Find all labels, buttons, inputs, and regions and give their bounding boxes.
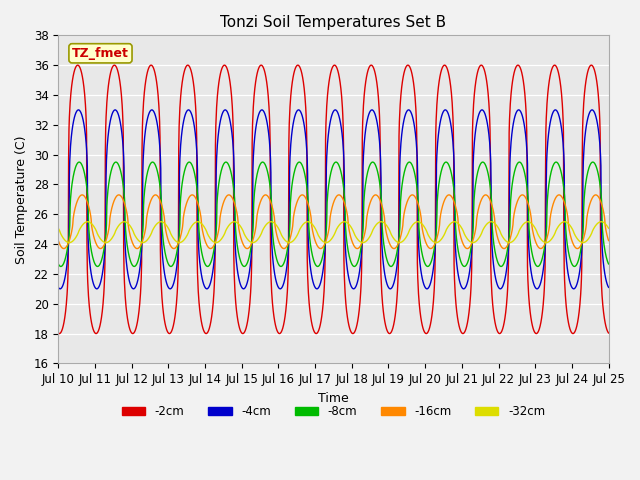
X-axis label: Time: Time (318, 392, 349, 405)
Legend: -2cm, -4cm, -8cm, -16cm, -32cm: -2cm, -4cm, -8cm, -16cm, -32cm (117, 401, 550, 423)
Text: TZ_fmet: TZ_fmet (72, 47, 129, 60)
Y-axis label: Soil Temperature (C): Soil Temperature (C) (15, 135, 28, 264)
Title: Tonzi Soil Temperatures Set B: Tonzi Soil Temperatures Set B (220, 15, 447, 30)
